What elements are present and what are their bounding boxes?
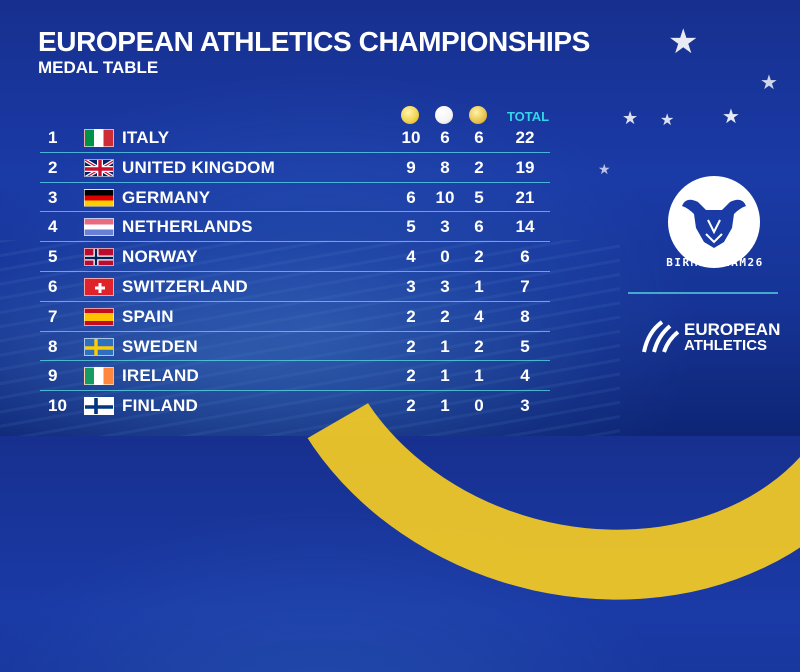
bronze-count: 2 <box>474 157 484 177</box>
silver-count: 1 <box>440 396 450 416</box>
bronze-medal-icon <box>469 106 487 124</box>
gold-count: 9 <box>406 157 416 177</box>
star-icon: ★ <box>622 108 639 129</box>
bronze-count: 2 <box>474 336 484 356</box>
total-count: 21 <box>515 187 535 207</box>
country-name: ITALY <box>122 128 170 147</box>
finland-flag <box>84 397 114 416</box>
birmingham26-wordmark: BIRMINGHAM26 <box>666 256 764 269</box>
country-name: SPAIN <box>122 306 174 326</box>
silver-count: 6 <box>440 128 450 147</box>
country-name: SWITZERLAND <box>122 276 248 296</box>
total-count: 6 <box>520 247 530 267</box>
rank: 2 <box>48 157 58 177</box>
bronze-count: 0 <box>474 396 484 416</box>
gold-count: 10 <box>401 128 421 147</box>
germany-flag <box>84 188 114 207</box>
country-name: NORWAY <box>122 247 198 267</box>
ireland-flag <box>84 367 114 386</box>
total-count: 4 <box>520 366 530 386</box>
gold-count: 6 <box>406 187 416 207</box>
total-count: 22 <box>515 128 535 147</box>
star-icon: ★ <box>722 104 740 128</box>
table-row: 4 NETHERLANDS 5 3 6 14 <box>40 212 550 243</box>
table-row: 9 IRELAND 2 1 1 4 <box>40 361 550 392</box>
norway-flag <box>84 248 114 267</box>
rank: 6 <box>48 276 58 296</box>
table-row: 6 SWITZERLAND 3 3 1 7 <box>40 272 550 302</box>
silver-count: 3 <box>440 217 450 237</box>
divider <box>628 292 778 294</box>
page-subtitle: MEDAL TABLE <box>38 58 159 77</box>
rank: 5 <box>48 247 58 267</box>
rank: 3 <box>48 187 58 207</box>
country-name: SWEDEN <box>122 336 198 356</box>
page-title: EUROPEAN ATHLETICS CHAMPIONSHIPS <box>38 26 590 57</box>
bronze-count: 6 <box>474 128 484 147</box>
gold-medal-icon <box>401 106 419 124</box>
table-row: 7 SPAIN 2 2 4 8 <box>40 302 550 332</box>
total-count: 8 <box>520 306 530 326</box>
rank: 7 <box>48 306 58 326</box>
total-count: 7 <box>520 276 530 296</box>
total-count: 5 <box>520 336 530 356</box>
star-icon: ★ <box>668 22 699 62</box>
total-count: 19 <box>515 157 535 177</box>
total-count: 3 <box>520 396 530 416</box>
rank: 4 <box>48 217 58 237</box>
rank: 10 <box>48 396 67 416</box>
silver-count: 1 <box>440 336 450 356</box>
org-name-line1: EUROPEAN <box>684 320 781 339</box>
spain-flag <box>84 307 114 326</box>
table-row: 8 SWEDEN 2 1 2 5 <box>40 332 550 362</box>
bronze-count: 1 <box>474 276 484 296</box>
gold-count: 4 <box>406 247 416 267</box>
country-name: UNITED KINGDOM <box>122 157 275 177</box>
bronze-count: 1 <box>474 366 484 386</box>
italy-flag <box>84 129 114 147</box>
gold-count: 2 <box>406 306 416 326</box>
silver-count: 3 <box>440 276 450 296</box>
sweden-flag <box>84 337 114 356</box>
silver-count: 0 <box>440 247 450 267</box>
gold-count: 2 <box>406 366 416 386</box>
country-name: FINLAND <box>122 396 198 416</box>
star-icon: ★ <box>598 162 611 178</box>
total-column-header: TOTAL <box>506 109 550 124</box>
united-kingdom-flag <box>84 158 114 177</box>
medal-table: 1 ITALY 10 6 6 22 2 UNITED KINGDOM 9 8 2… <box>40 123 550 420</box>
silver-count: 8 <box>440 157 450 177</box>
bronze-count: 4 <box>474 306 484 326</box>
gold-count: 2 <box>406 336 416 356</box>
table-row: 1 ITALY 10 6 6 22 <box>40 123 550 153</box>
org-name-line2: ATHLETICS <box>684 337 768 354</box>
switzerland-flag <box>84 277 114 296</box>
gold-count: 2 <box>406 396 416 416</box>
rank: 9 <box>48 366 58 386</box>
european-athletics-logo <box>640 318 680 354</box>
silver-count: 10 <box>435 187 455 207</box>
country-name: NETHERLANDS <box>122 217 253 237</box>
netherlands-flag <box>84 218 114 237</box>
country-name: GERMANY <box>122 187 211 207</box>
table-row: 2 UNITED KINGDOM 9 8 2 19 <box>40 153 550 183</box>
silver-medal-icon <box>435 106 453 124</box>
total-count: 14 <box>515 217 535 237</box>
silver-count: 1 <box>440 366 450 386</box>
star-icon: ★ <box>760 70 778 94</box>
bronze-count: 5 <box>474 187 484 207</box>
bronze-count: 2 <box>474 247 484 267</box>
gold-count: 5 <box>406 217 416 237</box>
gold-count: 3 <box>406 276 416 296</box>
silver-count: 2 <box>440 306 450 326</box>
birmingham26-bull-logo <box>668 176 760 268</box>
rank: 8 <box>48 336 58 356</box>
rank: 1 <box>48 128 58 147</box>
country-name: IRELAND <box>122 366 199 386</box>
star-icon: ★ <box>660 110 675 129</box>
bronze-count: 6 <box>474 217 484 237</box>
table-row: 3 GERMANY 6 10 5 21 <box>40 183 550 213</box>
table-row: 10 FINLAND 2 1 0 3 <box>40 391 550 420</box>
table-row: 5 NORWAY 4 0 2 6 <box>40 242 550 272</box>
